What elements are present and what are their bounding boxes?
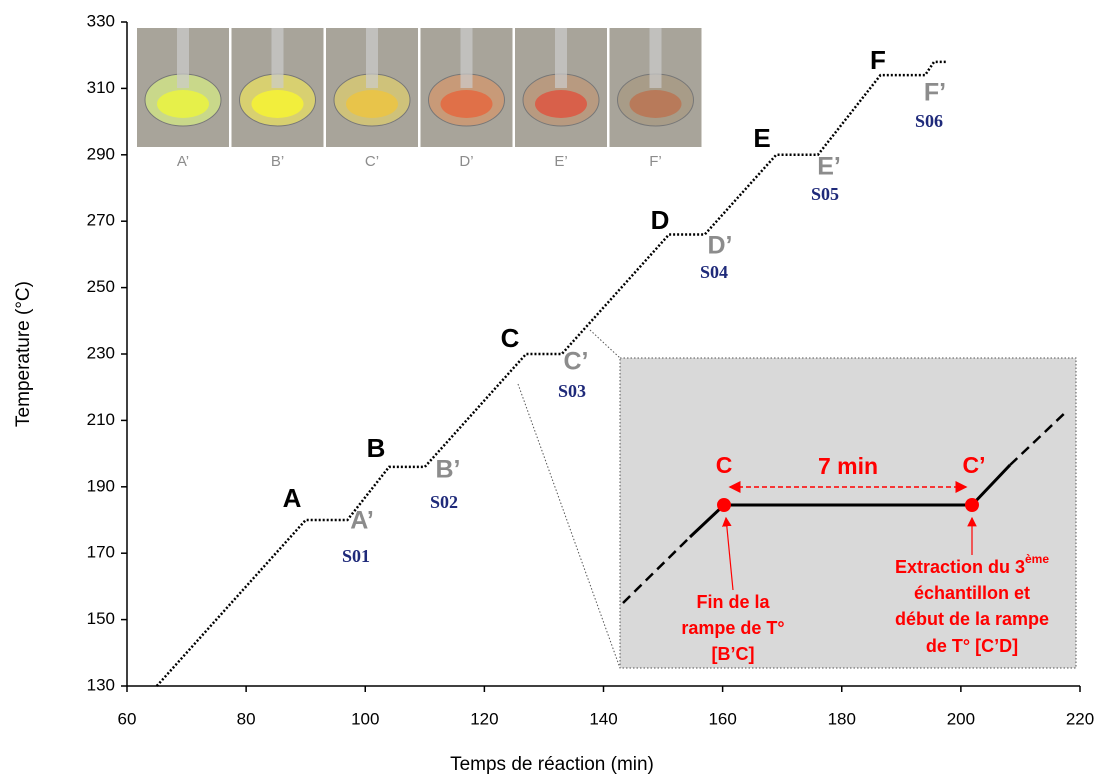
photo-neck — [271, 28, 284, 88]
y-tick-label: 170 — [87, 543, 115, 562]
x-axis-label: Temps de réaction (min) — [450, 754, 654, 775]
photo-caption: A’ — [177, 153, 189, 170]
y-tick-label: 150 — [87, 609, 115, 628]
photo-liquid — [440, 90, 493, 118]
photo-liquid — [346, 90, 398, 118]
inset-label: C’ — [963, 452, 986, 478]
y-tick-label: 210 — [87, 410, 115, 429]
note-arrow — [722, 516, 734, 591]
point-c — [717, 498, 731, 512]
photo-neck — [460, 28, 473, 88]
inset-note: de T° [C’D] — [926, 636, 1018, 656]
zoom-line — [517, 383, 621, 669]
x-tick-label: 120 — [470, 709, 498, 728]
sample-id: S01 — [342, 546, 370, 566]
inset-note: rampe de T° — [681, 618, 784, 638]
sample-id: S05 — [811, 184, 839, 204]
x-tick-label: 220 — [1066, 709, 1094, 728]
sample-id: S03 — [558, 381, 586, 401]
sample-id: S06 — [915, 111, 943, 131]
photo-neck — [649, 28, 662, 88]
photo-caption: F’ — [649, 153, 662, 170]
x-tick-label: 180 — [828, 709, 856, 728]
stage-label: F — [870, 45, 886, 75]
x-tick-label: 100 — [351, 709, 379, 728]
inset-note: Extraction du 3ème — [895, 552, 1049, 577]
photo-liquid — [535, 90, 587, 118]
inset-label: C — [716, 452, 733, 478]
y-tick-label: 330 — [87, 11, 115, 30]
inset — [619, 357, 1077, 669]
y-tick-label: 270 — [87, 211, 115, 230]
x-tick-label: 160 — [708, 709, 736, 728]
photo-caption: B’ — [271, 153, 284, 170]
inset-note: échantillon et — [914, 583, 1030, 603]
sample-point-label: E’ — [817, 153, 841, 181]
sample-point-label: C’ — [564, 348, 589, 376]
photo-neck — [555, 28, 567, 88]
photo-caption: C’ — [365, 153, 379, 170]
photo-liquid — [629, 90, 682, 118]
x-tick-label: 200 — [947, 709, 975, 728]
inset-note-sup: ème — [1025, 552, 1049, 566]
sample-point-label: D’ — [708, 232, 733, 260]
stage-label: C — [501, 323, 520, 353]
inset-note-part: Extraction du 3 — [895, 557, 1025, 577]
x-tick-label: 80 — [237, 709, 256, 728]
y-tick-label: 250 — [87, 277, 115, 296]
sample-point-label: B’ — [436, 456, 461, 484]
y-tick-label: 190 — [87, 476, 115, 495]
sample-id: S04 — [700, 262, 728, 282]
photo-neck — [177, 28, 189, 88]
zoom-line — [589, 329, 621, 359]
y-tick-label: 130 — [87, 675, 115, 694]
sample-point-label: A’ — [350, 507, 374, 535]
inset-note: Fin de la — [696, 592, 770, 612]
sample-id: S02 — [430, 492, 458, 512]
y-axis-label: Temperature (°C) — [13, 281, 34, 427]
photo-liquid — [157, 90, 209, 118]
stage-label: D — [651, 205, 670, 235]
inset-line — [1009, 409, 1069, 466]
y-tick-label: 290 — [87, 144, 115, 163]
inset-note: [B’C] — [712, 644, 755, 664]
stage-label: B — [367, 433, 386, 463]
x-tick-label: 60 — [118, 709, 137, 728]
sample-point-label: F’ — [924, 79, 946, 107]
photo-caption: E’ — [554, 153, 567, 170]
inset-note: début de la rampe — [895, 609, 1049, 629]
stage-label: E — [753, 123, 770, 153]
inset-line — [688, 463, 1012, 539]
y-tick-label: 310 — [87, 78, 115, 97]
inset-duration: 7 min — [818, 453, 878, 479]
y-tick-label: 230 — [87, 343, 115, 362]
point-c-prime — [965, 498, 979, 512]
photo-liquid — [251, 90, 304, 118]
photo-caption: D’ — [459, 153, 473, 170]
x-tick-label: 140 — [589, 709, 617, 728]
photo-neck — [366, 28, 378, 88]
stage-label: A — [283, 483, 302, 513]
